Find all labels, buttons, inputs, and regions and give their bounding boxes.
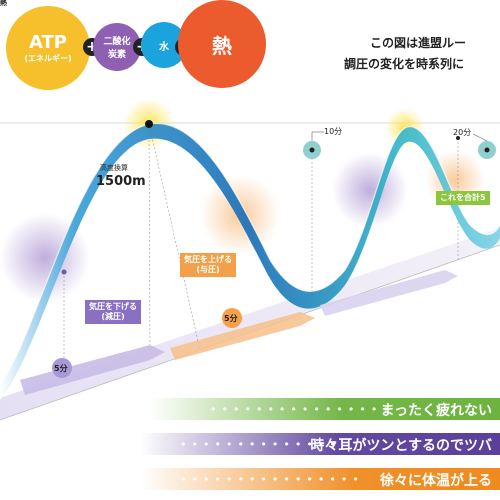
pressure-down-line1: 気圧を下げる <box>89 302 137 311</box>
total-tag: これを合計5 <box>436 191 490 205</box>
atp-circle: ATP (エネルギー) <box>6 6 90 90</box>
band-green-text: まったく疲れない <box>380 403 492 419</box>
duration-arrow-down <box>20 345 165 395</box>
band-purple: •••••••••••••• 時々耳がツンとするのでツバ <box>140 433 500 455</box>
description-line-2: 調圧の変化を時系列に <box>344 57 465 71</box>
description-line-1: この図は進盟ルー <box>370 36 467 50</box>
peak-altitude-label: 高度換算 <box>100 164 128 172</box>
duration-arrow-up <box>170 312 315 360</box>
down-marker-dot <box>61 269 67 275</box>
band-dots: •••••••••••••••• <box>180 473 364 486</box>
duration-arrow-continue <box>320 270 458 316</box>
atp-label: ATP <box>28 32 67 53</box>
atp-sub-label: (エネルギー) <box>24 54 72 63</box>
pressure-down-tag: 気圧を下げる (減圧) <box>85 300 141 324</box>
pressure-wave-highlight <box>0 122 500 386</box>
time-marker-10min-label: 10分 <box>324 127 343 136</box>
band-green: •••••••••••••••• まったく疲れない <box>150 398 500 420</box>
co2-label-line1: 二酸化 <box>103 37 131 47</box>
duration-badge-up <box>222 308 242 328</box>
floor-ramp <box>0 228 500 420</box>
time-marker-dot <box>456 136 460 140</box>
co2-label-line2: 炭素 <box>107 50 126 60</box>
heat-circle: 熱 <box>178 0 266 88</box>
pressure-down-line2: (減圧) <box>101 312 125 321</box>
band-dots: •••••••••••••••• <box>210 403 394 416</box>
band-dots: •••••••••••••• <box>180 438 341 451</box>
band-orange-text: 徐々に体温が上る <box>380 473 492 489</box>
band-purple-text: 時々耳がツンとするのでツバ <box>310 438 492 454</box>
duration-down-label: 5分 <box>54 364 68 373</box>
duration-badge-down <box>52 358 72 378</box>
pressure-up-line2: (与圧) <box>196 265 220 274</box>
corner-heat-label: 熱 <box>0 0 7 7</box>
pressure-up-tag: 気圧を上げる (与圧) <box>180 253 236 277</box>
time-marker-20min-label: 20分 <box>453 128 472 137</box>
peak-altitude-value: 1500m <box>96 174 146 189</box>
duration-up-label: 5分 <box>224 314 238 323</box>
dashed-projection <box>148 123 201 351</box>
heat-label: 熱 <box>212 33 232 58</box>
dashed-projection <box>148 123 151 353</box>
band-orange: •••••••••••••••• 徐々に体温が上る <box>140 468 500 490</box>
pressure-up-line1: 気圧を上げる <box>184 255 232 264</box>
water-label: 水 <box>159 41 169 53</box>
peak-dot <box>145 120 153 128</box>
